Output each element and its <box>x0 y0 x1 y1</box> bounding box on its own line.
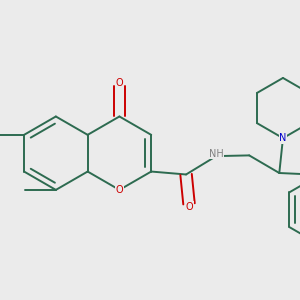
Text: O: O <box>116 185 123 195</box>
Text: N: N <box>279 133 287 143</box>
Text: O: O <box>186 202 194 212</box>
Text: O: O <box>116 78 123 88</box>
Text: NH: NH <box>209 148 224 159</box>
